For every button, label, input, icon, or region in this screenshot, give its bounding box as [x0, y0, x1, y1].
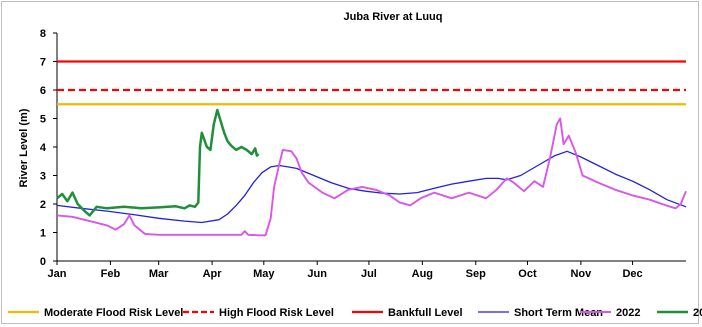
- x-tick-label: Feb: [101, 268, 121, 280]
- x-tick-label: Jul: [361, 268, 377, 280]
- y-tick-label: 5: [40, 114, 46, 126]
- series-line-2: [56, 108, 260, 217]
- y-axis-label: River Level (m): [18, 108, 30, 187]
- y-tick-label: 7: [40, 57, 46, 69]
- y-tick-label: 3: [40, 171, 46, 183]
- x-tick-label: May: [253, 268, 275, 280]
- x-tick-label: Jan: [48, 268, 67, 280]
- chart-title: Juba River at Luuq: [343, 11, 442, 23]
- x-tick-label: Mar: [149, 268, 169, 280]
- x-tick-label: Aug: [412, 268, 433, 280]
- x-tick-label: Nov: [570, 268, 592, 280]
- x-tick-label: Oct: [518, 268, 537, 280]
- y-tick-label: 0: [40, 256, 46, 268]
- y-tick-label: 4: [40, 142, 47, 154]
- x-tick-label: Apr: [203, 268, 223, 280]
- x-tick-label: Jun: [307, 268, 327, 280]
- x-tick-label: Dec: [622, 268, 642, 280]
- y-tick-label: 6: [40, 85, 46, 97]
- legend-label-2: Bankfull Level: [388, 307, 463, 319]
- legend-label-3: Short Term Mean: [514, 307, 603, 319]
- y-tick-label: 2: [40, 199, 46, 211]
- x-tick-label: Sep: [466, 268, 486, 280]
- series-line-1: [56, 117, 687, 237]
- y-tick-label: 8: [40, 28, 46, 40]
- legend-label-0: Moderate Flood Risk Level: [44, 307, 183, 319]
- legend-label-5: 2023: [693, 307, 702, 319]
- y-tick-label: 1: [40, 228, 46, 240]
- series-line-0: [56, 150, 687, 224]
- legend-label-4: 2022: [616, 307, 640, 319]
- legend-label-1: High Flood Risk Level: [219, 307, 334, 319]
